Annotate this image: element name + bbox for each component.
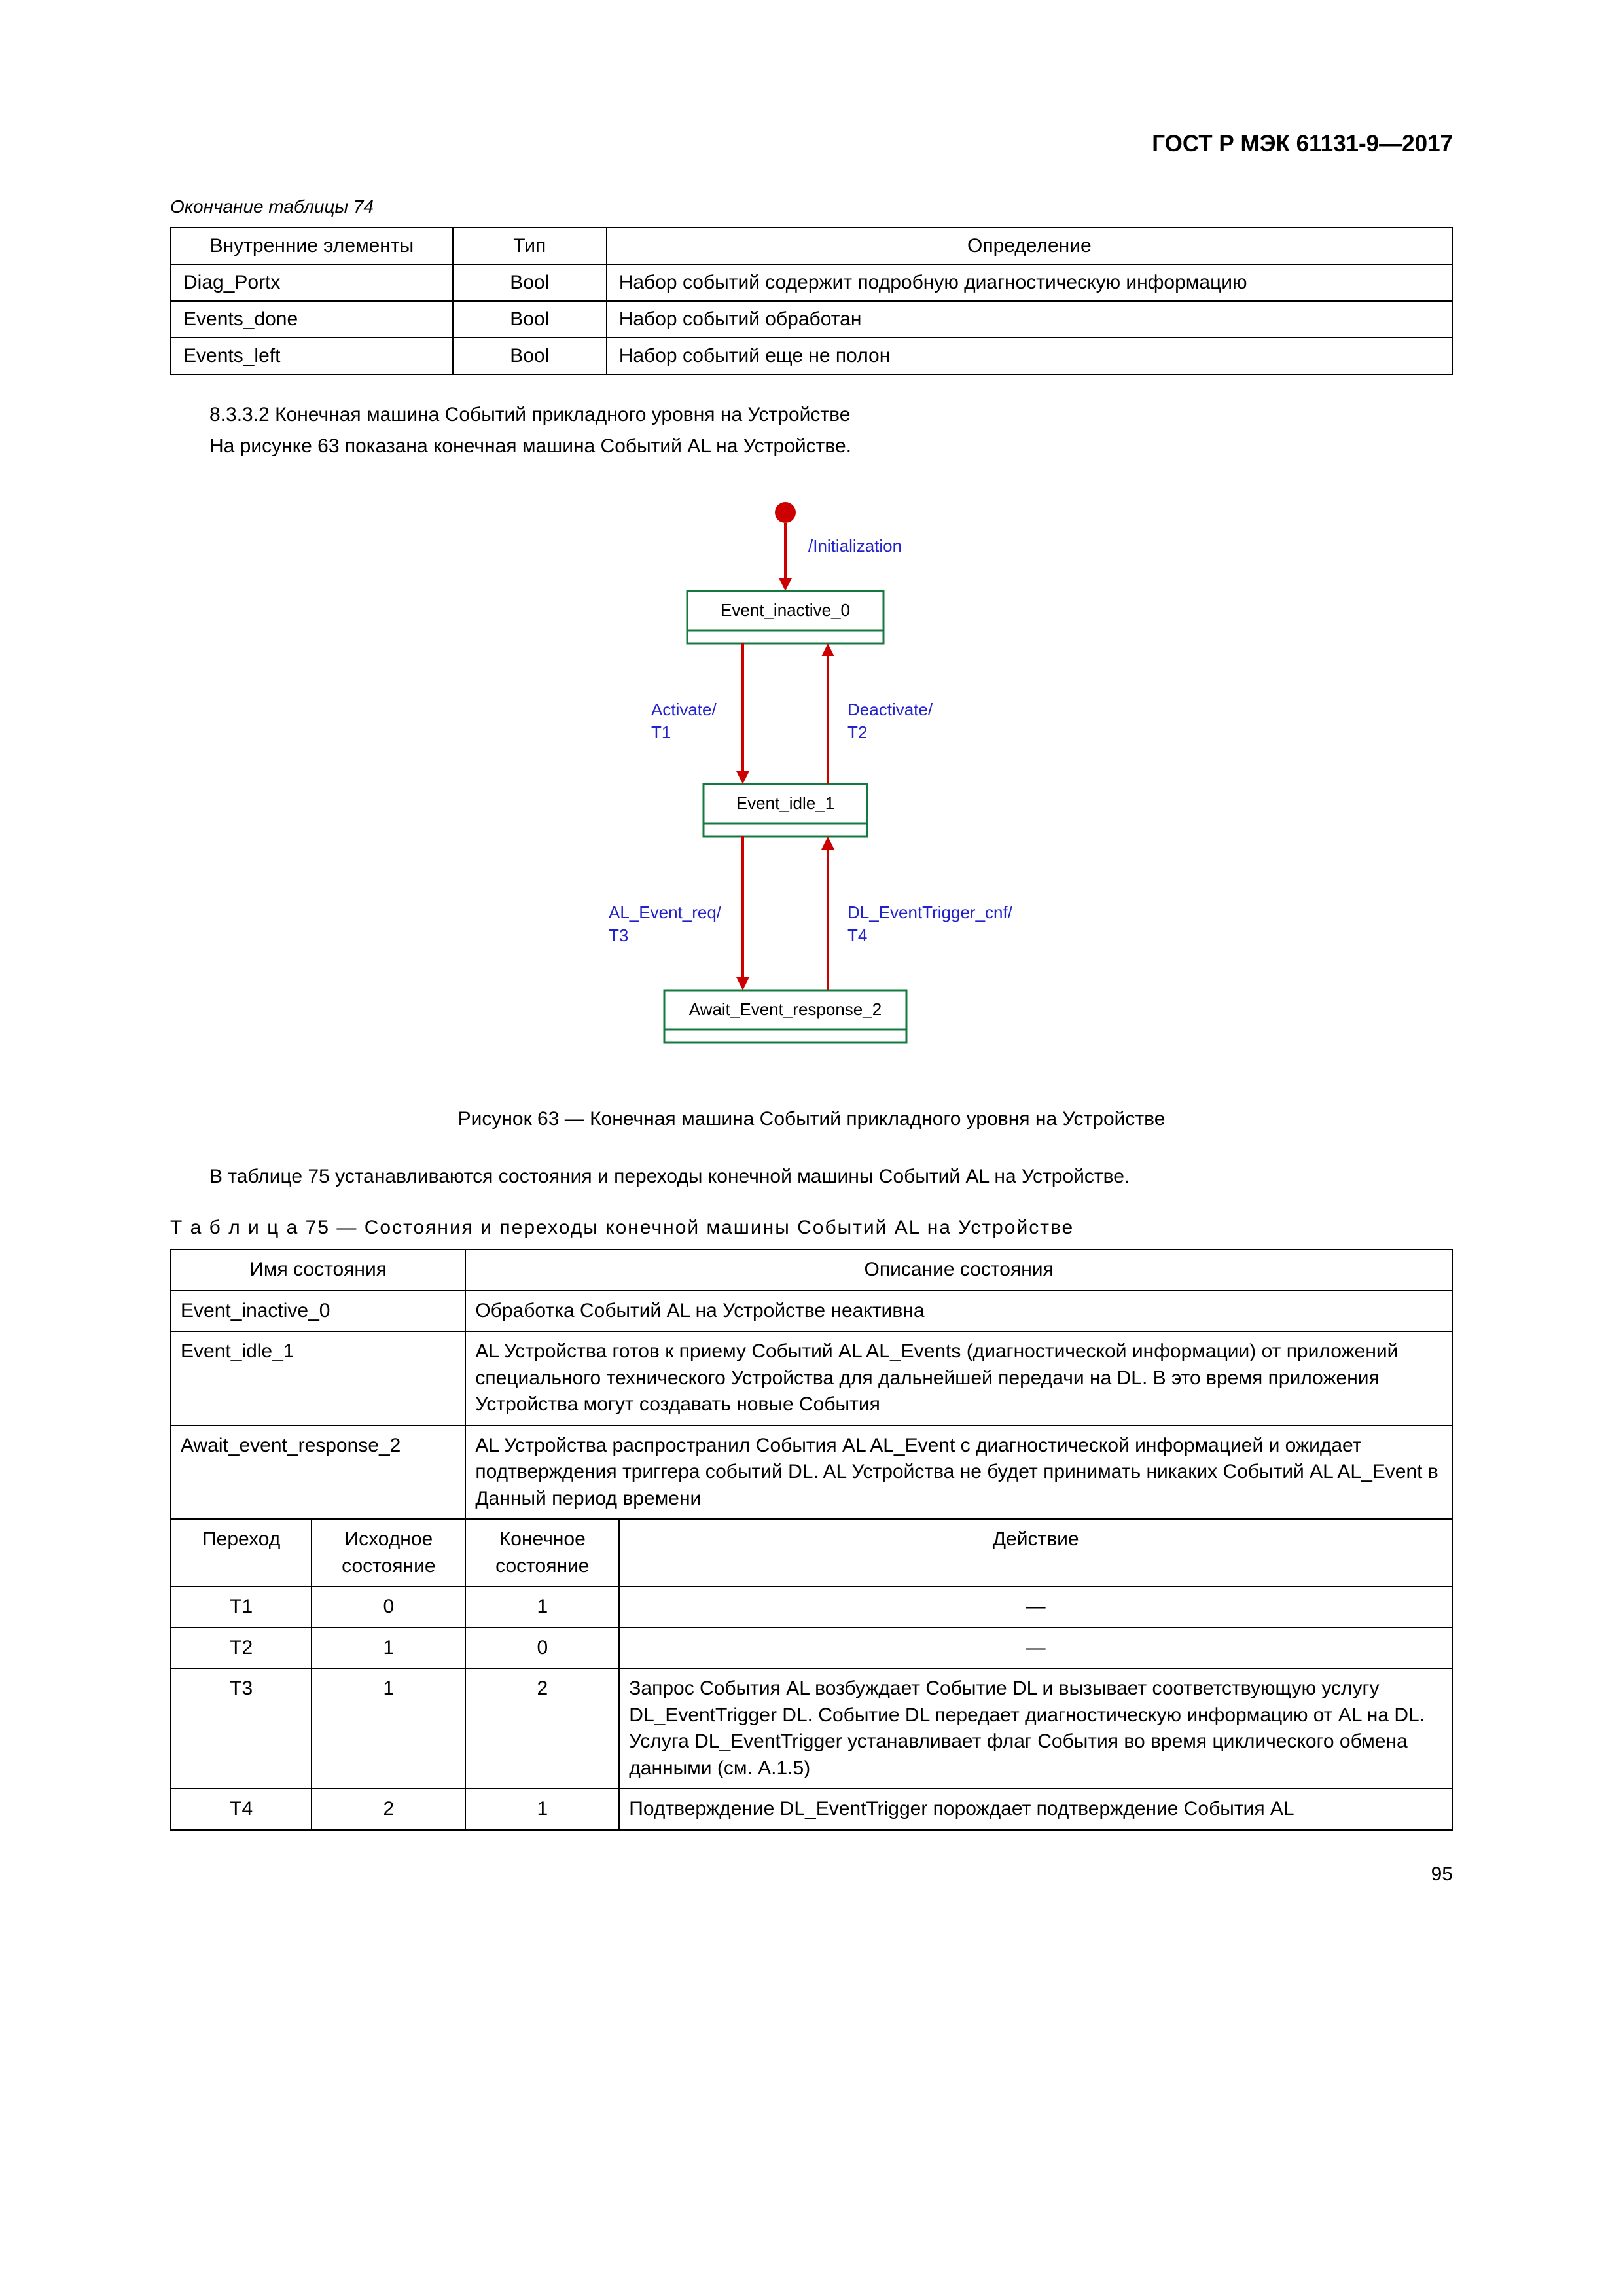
cell: T3	[171, 1668, 312, 1789]
state-1-label: Event_idle_1	[736, 793, 834, 813]
cell: —	[619, 1628, 1452, 1669]
col-header: Переход	[171, 1519, 312, 1587]
paragraph: На рисунке 63 показана конечная машина С…	[170, 433, 1453, 460]
table-row: Имя состояния Описание состояния	[171, 1249, 1452, 1291]
table-row: Внутренние элементы Тип Определение	[171, 228, 1452, 264]
table-row: Event_idle_1 AL Устройства готов к прием…	[171, 1331, 1452, 1426]
t4-label-a: DL_EventTrigger_cnf/	[847, 903, 1013, 922]
figure-caption: Рисунок 63 — Конечная машина Событий при…	[170, 1108, 1453, 1130]
table-row: Await_event_response_2 AL Устройства рас…	[171, 1426, 1452, 1520]
table-row: T3 1 2 Запрос События AL возбуждает Собы…	[171, 1668, 1452, 1789]
col-header: Конечное состояние	[465, 1519, 619, 1587]
cell: 0	[465, 1628, 619, 1669]
cell: 1	[312, 1668, 465, 1789]
cell: Запрос События AL возбуждает Событие DL …	[619, 1668, 1452, 1789]
state-2-label: Await_Event_response_2	[689, 999, 882, 1019]
page-number: 95	[170, 1863, 1453, 1886]
col-header: Исходное состояние	[312, 1519, 465, 1587]
cell: Events_done	[171, 301, 453, 338]
cell: T4	[171, 1789, 312, 1830]
t1-label-a: Activate/	[651, 700, 717, 719]
initial-state-icon	[775, 502, 796, 523]
cell: AL Устройства готов к приему Событий AL …	[465, 1331, 1452, 1426]
cell: Bool	[453, 264, 607, 301]
table-74: Внутренние элементы Тип Определение Diag…	[170, 227, 1453, 375]
t2-label-a: Deactivate/	[847, 700, 933, 719]
cell: 1	[465, 1587, 619, 1628]
t3-label-b: T3	[609, 925, 628, 945]
cell: Events_left	[171, 338, 453, 374]
cell: T2	[171, 1628, 312, 1669]
table-row: Events_left Bool Набор событий еще не по…	[171, 338, 1452, 374]
cell: Event_idle_1	[171, 1331, 465, 1426]
table-row: Events_done Bool Набор событий обработан	[171, 301, 1452, 338]
cell: Подтверждение DL_EventTrigger порождает …	[619, 1789, 1452, 1830]
cell: Await_event_response_2	[171, 1426, 465, 1520]
table74-continuation: Окончание таблицы 74	[170, 196, 1453, 217]
state-0-label: Event_inactive_0	[721, 600, 850, 620]
cell: 1	[465, 1789, 619, 1830]
section-heading: 8.3.3.2 Конечная машина Событий прикладн…	[170, 401, 1453, 429]
document-header: ГОСТ Р МЭК 61131-9—2017	[170, 131, 1453, 157]
paragraph: В таблице 75 устанавливаются состояния и…	[170, 1163, 1453, 1191]
cell: Event_inactive_0	[171, 1291, 465, 1332]
init-label: /Initialization	[808, 536, 902, 556]
col-header: Описание состояния	[465, 1249, 1452, 1291]
cell: 2	[312, 1789, 465, 1830]
state-machine-diagram: /Initialization Event_inactive_0 Event_i…	[170, 486, 1453, 1088]
col-header: Определение	[607, 228, 1452, 264]
cell: AL Устройства распространил События AL A…	[465, 1426, 1452, 1520]
t4-label-b: T4	[847, 925, 867, 945]
table-row: Event_inactive_0 Обработка Событий AL на…	[171, 1291, 1452, 1332]
col-header: Действие	[619, 1519, 1452, 1587]
table-row: Переход Исходное состояние Конечное сост…	[171, 1519, 1452, 1587]
cell: T1	[171, 1587, 312, 1628]
cell: Обработка Событий AL на Устройстве неакт…	[465, 1291, 1452, 1332]
table75-caption: Т а б л и ц а 75 — Состояния и переходы …	[170, 1217, 1453, 1239]
cell: Набор событий еще не полон	[607, 338, 1452, 374]
cell: —	[619, 1587, 1452, 1628]
col-header: Имя состояния	[171, 1249, 465, 1291]
table-row: T2 1 0 —	[171, 1628, 1452, 1669]
cell: Bool	[453, 301, 607, 338]
cell: Набор событий содержит подробную диагнос…	[607, 264, 1452, 301]
cell: Набор событий обработан	[607, 301, 1452, 338]
cell: 0	[312, 1587, 465, 1628]
col-header: Тип	[453, 228, 607, 264]
cell: 2	[465, 1668, 619, 1789]
t1-label-b: T1	[651, 723, 671, 742]
cell: Bool	[453, 338, 607, 374]
t3-label-a: AL_Event_req/	[609, 903, 722, 922]
cell: 1	[312, 1628, 465, 1669]
table-row: Diag_Portx Bool Набор событий содержит п…	[171, 264, 1452, 301]
table-row: T1 0 1 —	[171, 1587, 1452, 1628]
col-header: Внутренние элементы	[171, 228, 453, 264]
table-row: T4 2 1 Подтверждение DL_EventTrigger пор…	[171, 1789, 1452, 1830]
t2-label-b: T2	[847, 723, 867, 742]
table-75: Имя состояния Описание состояния Event_i…	[170, 1249, 1453, 1831]
cell: Diag_Portx	[171, 264, 453, 301]
